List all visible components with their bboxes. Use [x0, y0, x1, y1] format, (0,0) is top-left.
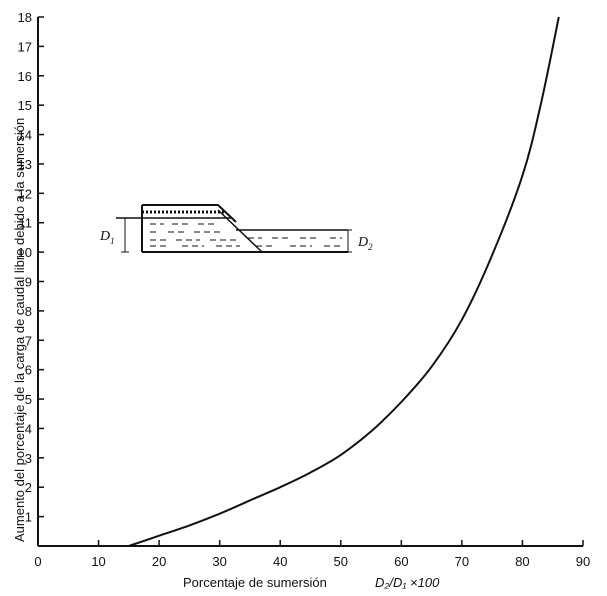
y-tick-label: 15 [18, 98, 32, 113]
inset-water-dashes [150, 223, 342, 247]
y-tick-label: 7 [25, 333, 32, 348]
x-axis-formula: D₂/D₁ ×100 [375, 575, 440, 590]
x-tick-label: 30 [212, 554, 226, 569]
y-tick-label: 4 [25, 421, 32, 436]
x-tick-label: 60 [394, 554, 408, 569]
x-tick-label: 80 [515, 554, 529, 569]
inset-downstream-slope [217, 209, 263, 253]
y-tick-label: 11 [19, 216, 33, 231]
y-tick-label: 17 [18, 39, 32, 54]
inset-upstream-surface [142, 204, 237, 223]
y-tick-label: 5 [25, 392, 32, 407]
y-tick-label: 13 [18, 157, 32, 172]
inset-label-d2: D2 [357, 235, 373, 252]
series-line [128, 16, 560, 547]
x-tick-label: 40 [273, 554, 287, 569]
y-tick-label: 1 [25, 510, 32, 525]
x-tick-label: 0 [34, 554, 41, 569]
y-tick-label: 3 [25, 451, 32, 466]
inset-diagram [116, 204, 352, 253]
y-tick-label: 10 [18, 245, 32, 260]
x-axis-title: Porcentaje de sumersión [183, 575, 327, 590]
x-tick-label: 70 [455, 554, 469, 569]
y-tick-label: 16 [18, 69, 32, 84]
y-tick-label: 6 [25, 363, 32, 378]
x-tick-label: 90 [576, 554, 590, 569]
inset-d2-dim [344, 229, 352, 253]
x-ticks: 0 10 20 30 40 50 60 70 80 90 [34, 540, 590, 569]
y-tick-label: 14 [18, 128, 32, 143]
y-tick-label: 12 [18, 186, 32, 201]
y-tick-label: 9 [25, 275, 32, 290]
axes [37, 17, 583, 547]
inset-d1-dim [121, 217, 129, 253]
y-tick-label: 2 [25, 480, 32, 495]
y-tick-label: 8 [25, 304, 32, 319]
y-tick-label: 18 [18, 10, 32, 25]
x-tick-label: 20 [152, 554, 166, 569]
inset-label-d1: D1 [99, 229, 115, 246]
y-axis-title: Aumento del porcentaje de la carga de ca… [12, 118, 27, 542]
x-tick-label: 50 [334, 554, 348, 569]
x-tick-label: 10 [91, 554, 105, 569]
series-layer [128, 16, 560, 547]
